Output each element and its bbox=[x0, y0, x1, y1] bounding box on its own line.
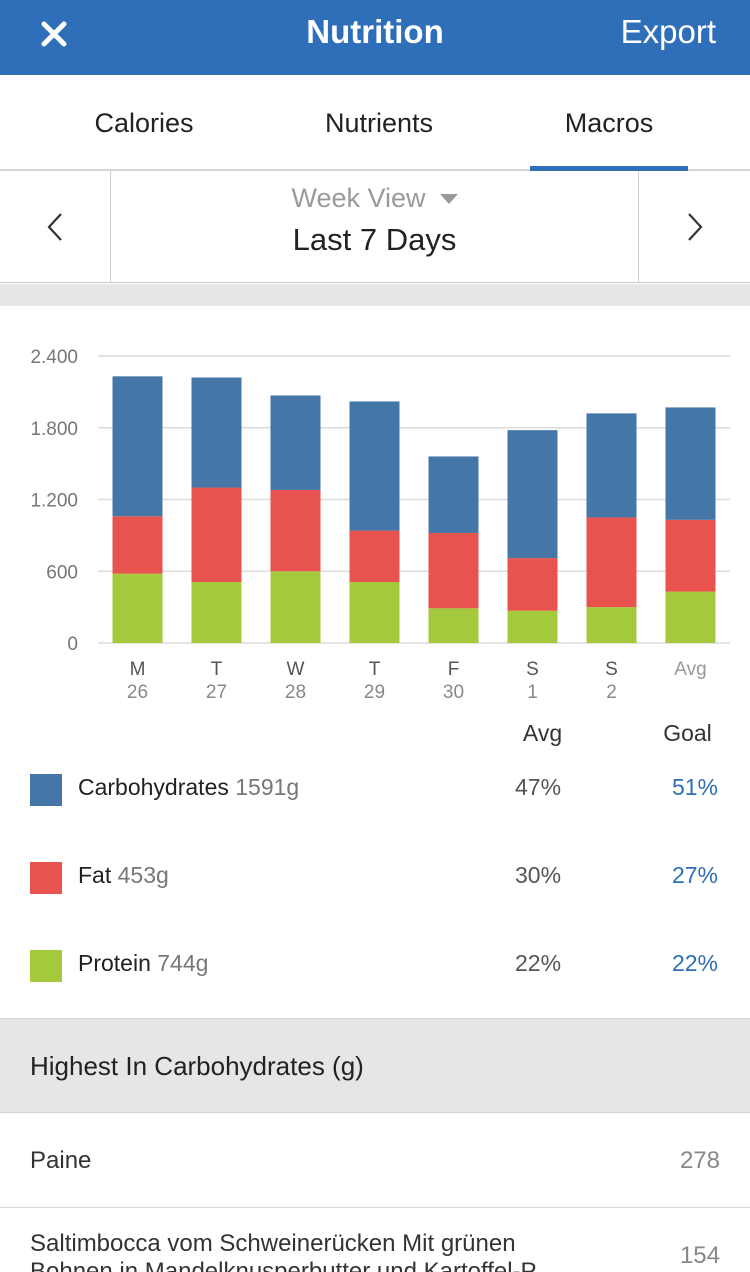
bar-protein bbox=[428, 608, 479, 643]
x-tick-day: T bbox=[211, 659, 223, 680]
bar-fat bbox=[428, 532, 479, 609]
bar-fat bbox=[191, 487, 242, 583]
bar-protein bbox=[665, 591, 716, 643]
protein-swatch bbox=[30, 950, 62, 982]
x-tick-day: F bbox=[448, 659, 460, 680]
y-tick-label: 0 bbox=[67, 634, 78, 655]
chevron-right-icon bbox=[687, 213, 702, 241]
food-list-item[interactable]: Paine 278 bbox=[0, 1113, 750, 1208]
bar-carbohydrates bbox=[428, 456, 479, 533]
bar-carbohydrates bbox=[349, 401, 400, 531]
legend-label: Fat 453g bbox=[78, 862, 169, 889]
x-tick-date: 1 bbox=[527, 682, 538, 703]
legend-label: Carbohydrates 1591g bbox=[78, 774, 299, 801]
x-tick-day: T bbox=[369, 659, 381, 680]
tab-macros-label: Macros bbox=[564, 108, 654, 138]
bar-protein bbox=[270, 571, 321, 643]
food-name: Saltimbocca vom Schweinerücken Mit grüne… bbox=[30, 1230, 554, 1272]
macro-name: Fat bbox=[78, 862, 112, 888]
food-list-item[interactable]: Saltimbocca vom Schweinerücken Mit grüne… bbox=[0, 1208, 750, 1272]
legend-row-protein: Protein 744g 22% 22% bbox=[0, 932, 750, 1020]
x-tick-day: S bbox=[605, 659, 618, 680]
x-tick-date: 30 bbox=[443, 682, 464, 703]
avg-column-header: Avg bbox=[522, 720, 563, 746]
macro-grams: 453g bbox=[117, 862, 169, 888]
food-value: 154 bbox=[679, 1242, 720, 1269]
x-tick-day: W bbox=[287, 659, 305, 680]
x-tick-date: 2 bbox=[606, 682, 617, 703]
bar-fat bbox=[586, 517, 637, 608]
bar-carbohydrates bbox=[270, 395, 321, 490]
fat-swatch bbox=[30, 862, 62, 894]
tab-macros[interactable]: Macros bbox=[530, 75, 688, 173]
carbohydrates-swatch bbox=[30, 774, 62, 806]
food-value: 278 bbox=[679, 1147, 720, 1174]
caret-down-icon bbox=[439, 193, 458, 204]
y-tick-label: 1.200 bbox=[30, 491, 78, 512]
x-tick-date: 27 bbox=[206, 682, 227, 703]
legend-row-carbohydrates: Carbohydrates 1591g 47% 51% bbox=[0, 756, 750, 844]
macro-avg-percent: 22% bbox=[515, 950, 562, 976]
bar-fat bbox=[507, 558, 558, 611]
period-selector[interactable]: Week View Last 7 Days bbox=[111, 171, 638, 283]
y-tick-label: 600 bbox=[46, 562, 78, 583]
close-icon bbox=[41, 21, 67, 47]
macros-chart: 2.400 1.800 1.200 600 0 M 26 T 27 W 28 T 29 F 30 S 1 S 2 Av… bbox=[0, 306, 750, 716]
page-title: Nutrition bbox=[306, 13, 444, 50]
bar-fat bbox=[112, 516, 163, 574]
bar-protein bbox=[191, 582, 242, 643]
bar-carbohydrates bbox=[112, 376, 163, 517]
y-tick-label: 1.800 bbox=[30, 419, 78, 440]
bar-fat bbox=[270, 489, 321, 572]
bar-carbohydrates bbox=[191, 377, 242, 488]
highest-in-header: Highest In Carbohydrates (g) bbox=[0, 1018, 750, 1113]
macro-goal-percent: 51% bbox=[671, 774, 718, 800]
chevron-left-icon bbox=[47, 213, 62, 241]
bar-fat bbox=[349, 530, 400, 583]
macro-name: Protein bbox=[78, 950, 151, 976]
x-tick-day: M bbox=[130, 659, 146, 680]
food-name: Paine bbox=[30, 1147, 92, 1174]
date-navigator: Week View Last 7 Days bbox=[0, 171, 750, 283]
macros-bar-chart: 2.4001.8001.2006000M26T27W28T29F30S1S2Av… bbox=[30, 347, 730, 703]
next-period-button[interactable] bbox=[638, 171, 750, 283]
x-tick-date: 29 bbox=[364, 682, 385, 703]
close-button[interactable] bbox=[32, 12, 76, 56]
x-tick-date: 28 bbox=[285, 682, 306, 703]
bar-protein bbox=[112, 573, 163, 643]
x-tick-day: Avg bbox=[674, 659, 706, 680]
macro-grams: 744g bbox=[157, 950, 209, 976]
bar-protein bbox=[349, 582, 400, 643]
divider-band bbox=[0, 284, 750, 306]
bar-carbohydrates bbox=[665, 407, 716, 520]
export-button[interactable]: Export bbox=[620, 13, 716, 50]
macro-goal-percent: 22% bbox=[671, 950, 718, 976]
view-dropdown-label: Week View bbox=[291, 183, 426, 213]
date-range-label: Last 7 Days bbox=[292, 222, 457, 257]
bar-protein bbox=[586, 607, 637, 643]
bar-fat bbox=[665, 519, 716, 592]
previous-period-button[interactable] bbox=[0, 171, 111, 283]
macro-grams: 1591g bbox=[235, 774, 300, 800]
macro-goal-percent: 27% bbox=[671, 862, 718, 888]
legend-label: Protein 744g bbox=[78, 950, 208, 977]
macro-name: Carbohydrates bbox=[78, 774, 229, 800]
goal-column-header: Goal bbox=[663, 720, 712, 746]
tab-bar: Calories Nutrients Macros bbox=[0, 75, 750, 173]
section-title: Highest In Carbohydrates (g) bbox=[30, 1051, 364, 1081]
tab-nutrients[interactable]: Nutrients bbox=[324, 108, 434, 138]
y-tick-label: 2.400 bbox=[30, 347, 78, 368]
macro-avg-percent: 47% bbox=[515, 774, 562, 800]
legend-row-fat: Fat 453g 30% 27% bbox=[0, 844, 750, 932]
top-bar: Nutrition Export bbox=[0, 0, 750, 75]
macro-avg-percent: 30% bbox=[515, 862, 562, 888]
bar-carbohydrates bbox=[507, 430, 558, 559]
bar-carbohydrates bbox=[586, 413, 637, 518]
bar-protein bbox=[507, 610, 558, 643]
x-tick-date: 26 bbox=[127, 682, 148, 703]
view-dropdown[interactable]: Week View bbox=[291, 183, 458, 214]
active-tab-indicator bbox=[530, 166, 688, 173]
tab-calories[interactable]: Calories bbox=[94, 108, 194, 138]
x-tick-day: S bbox=[526, 659, 539, 680]
